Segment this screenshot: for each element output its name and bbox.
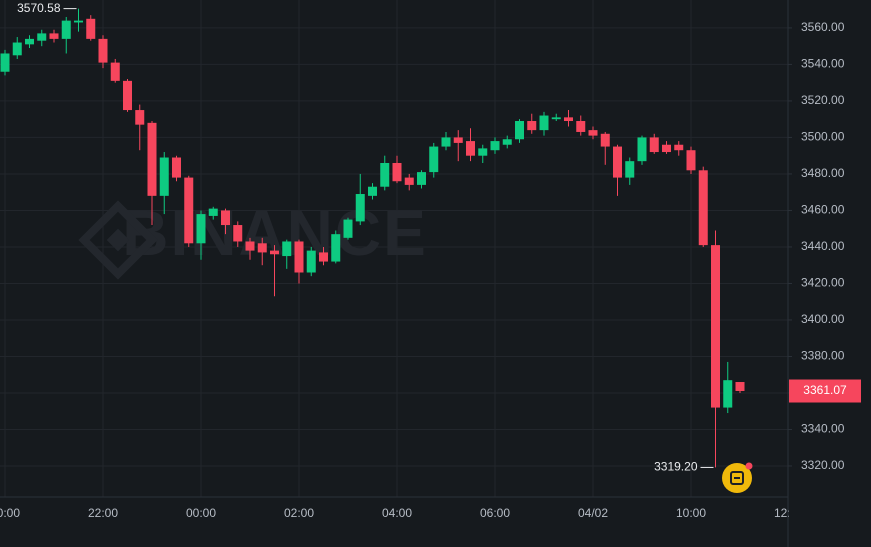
candle-body	[368, 186, 377, 196]
low-label: 3319.20	[654, 460, 698, 474]
y-tick-label: 3320.00	[801, 458, 845, 472]
y-tick-label: 3480.00	[801, 166, 845, 180]
candle-body	[331, 234, 341, 262]
candle-body	[417, 172, 426, 185]
candle-body	[270, 250, 279, 255]
x-tick-label: 00:00	[186, 506, 216, 520]
candle-body	[539, 115, 549, 131]
x-tick-label: 06:00	[480, 506, 510, 520]
x-tick-label: 02:00	[284, 506, 314, 520]
candle-body	[649, 137, 659, 153]
price-axis-bg	[789, 498, 871, 547]
candle-body	[637, 137, 647, 162]
candle-body	[74, 20, 83, 23]
x-tick-label: 22:00	[88, 506, 118, 520]
y-tick-label: 3560.00	[801, 20, 845, 34]
candle-body	[343, 219, 353, 238]
x-tick-label: 20:00	[0, 506, 20, 520]
candle-body	[135, 110, 145, 125]
candle-body	[221, 210, 230, 226]
candle-body	[37, 33, 47, 41]
candle-body	[294, 241, 304, 273]
y-tick-label: 3500.00	[801, 130, 845, 144]
candle-body	[662, 144, 671, 153]
candle-body	[625, 161, 635, 178]
candle-body	[98, 38, 108, 63]
candle-body	[110, 62, 120, 81]
candle-body	[551, 117, 561, 120]
candle-body	[674, 144, 684, 151]
candle-body	[86, 18, 96, 39]
y-tick-label: 3420.00	[801, 276, 845, 290]
candle-body	[453, 137, 463, 143]
last-price-label: 3361.07	[803, 383, 847, 397]
candle-body	[515, 121, 524, 140]
candle-body	[429, 146, 439, 173]
candle-body	[159, 157, 169, 196]
y-tick-label: 3380.00	[801, 349, 845, 363]
candle-body	[380, 162, 390, 187]
candle-body	[466, 141, 475, 156]
x-tick-label: 04:00	[382, 506, 412, 520]
candle-body	[245, 241, 255, 251]
x-tick-label: 10:00	[676, 506, 706, 520]
candle-body	[490, 141, 500, 151]
candle-body	[196, 214, 206, 244]
candle-body	[12, 42, 22, 56]
candle-body	[208, 208, 218, 216]
candle-body	[61, 20, 71, 39]
candle-body	[25, 38, 34, 45]
candle-body	[527, 121, 537, 131]
candle-body	[723, 380, 733, 408]
x-tick-label: 04/02	[578, 506, 608, 520]
y-tick-label: 3540.00	[801, 57, 845, 71]
candle-body	[257, 243, 267, 253]
candle-body	[404, 177, 414, 185]
candle-body	[735, 382, 745, 392]
candle-body	[184, 177, 194, 244]
last-price-tag	[789, 379, 861, 403]
assistant-button[interactable]	[722, 462, 753, 494]
candle-body	[355, 194, 365, 222]
candle-body	[49, 33, 59, 39]
high-label: 3570.58	[17, 1, 61, 15]
candle-body	[502, 139, 512, 145]
y-tick-label: 3400.00	[801, 312, 845, 326]
candle-body	[0, 53, 10, 72]
candle-body	[282, 241, 292, 257]
candle-body	[319, 252, 328, 262]
candle-body	[233, 225, 243, 242]
y-tick-label: 3340.00	[801, 422, 845, 436]
candle-body	[711, 245, 720, 408]
candle-body	[686, 150, 696, 171]
candle-body	[172, 157, 181, 178]
candle-body	[576, 121, 586, 132]
candle-body	[123, 80, 132, 111]
y-tick-label: 3440.00	[801, 239, 845, 253]
candle-body	[600, 133, 610, 147]
candle-body	[698, 170, 708, 246]
candle-body	[392, 162, 402, 182]
candle-body	[613, 146, 622, 178]
candle-body	[441, 137, 451, 147]
y-tick-label: 3520.00	[801, 93, 845, 107]
candle-body	[588, 130, 598, 136]
candle-body	[478, 148, 488, 156]
candle-body	[564, 117, 573, 122]
candle-body	[306, 250, 316, 273]
candle-body	[147, 122, 157, 196]
y-tick-label: 3460.00	[801, 203, 845, 217]
